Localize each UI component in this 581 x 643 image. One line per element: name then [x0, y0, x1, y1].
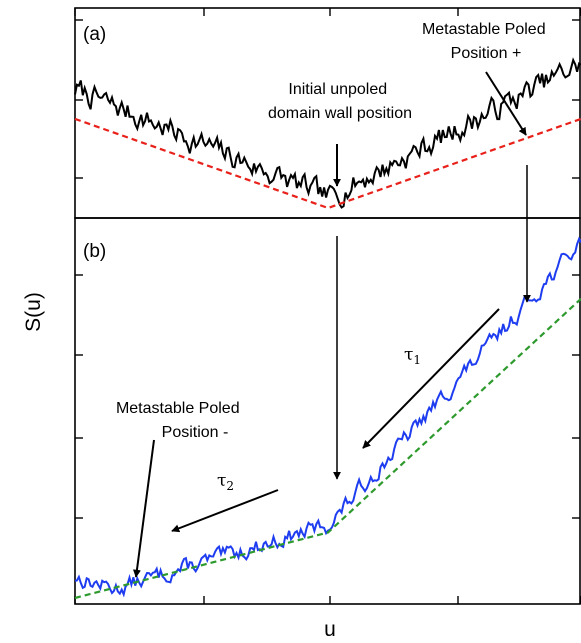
tau-2-label: τ2 — [217, 471, 234, 493]
tau-1-subscript: 1 — [413, 353, 421, 367]
arrows — [132, 71, 531, 578]
annotation-metastable-minus-line1: Metastable Poled — [116, 400, 240, 417]
series-b-roughness — [74, 236, 581, 598]
tau-1-symbol: τ — [404, 345, 413, 365]
series-a-roughness — [74, 57, 581, 209]
x-axis-title: u — [324, 618, 336, 641]
panel-frame-b — [74, 217, 581, 605]
panel-b-label: (b) — [83, 241, 106, 262]
arrow-tau-2 — [171, 489, 279, 533]
series-a-envelope — [74, 117, 581, 210]
annotation-initial-position: Initial unpoled domain wall position — [268, 81, 412, 122]
arrow-metastable-minus — [132, 439, 155, 578]
tau-1-label: τ1 — [404, 345, 421, 367]
series-layer — [74, 57, 581, 600]
annotation-metastable-plus-line1: Metastable Poled — [422, 21, 546, 38]
arrow-tau-1 — [362, 308, 500, 449]
annotation-metastable-plus-line2: Position + — [451, 45, 522, 62]
panel-frames — [74, 7, 581, 605]
series-b-envelope — [74, 297, 581, 600]
annotation-metastable-minus: Metastable Poled Position - — [116, 400, 244, 441]
annotation-initial-line1: Initial unpoled — [288, 81, 387, 98]
y-axis-title: S(u) — [22, 292, 45, 332]
annotation-metastable-minus-line2: Position - — [162, 424, 229, 441]
panel-a-label: (a) — [83, 24, 106, 45]
annotation-metastable-plus: Metastable Poled Position + — [422, 21, 550, 62]
tau-2-symbol: τ — [217, 471, 226, 491]
arrow-metastable-plus — [485, 71, 527, 136]
tau-2-subscript: 2 — [226, 479, 234, 493]
annotation-initial-line2: domain wall position — [268, 105, 412, 122]
